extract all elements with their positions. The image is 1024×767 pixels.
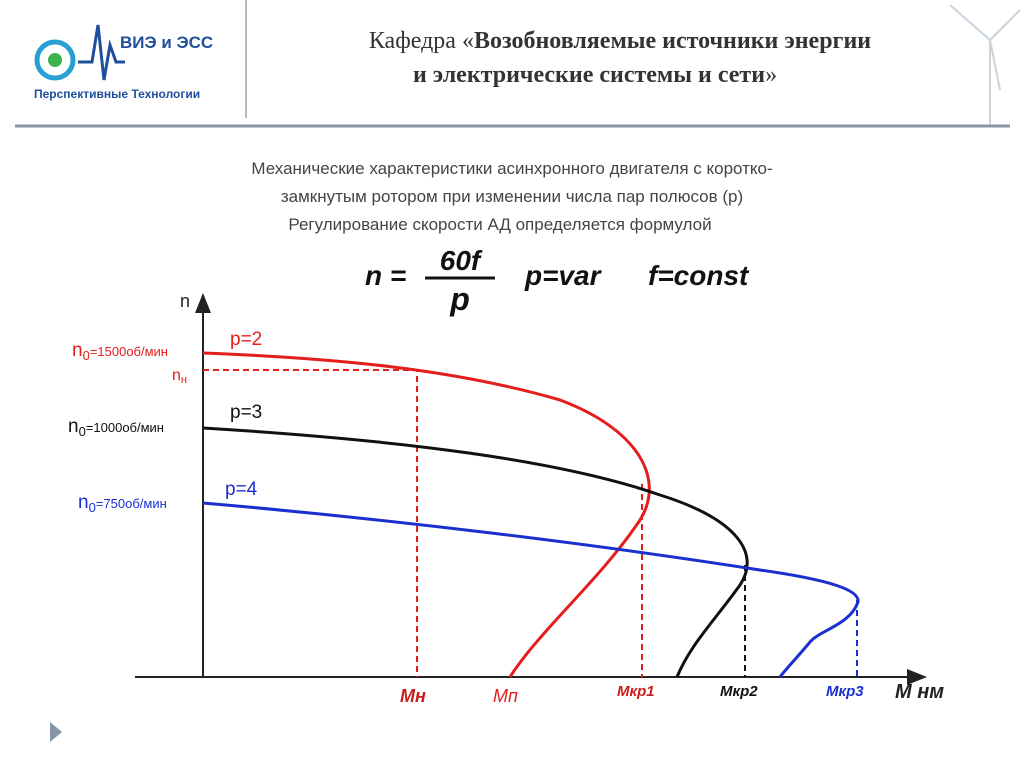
y-label: n0=1500об/мин	[72, 340, 168, 363]
y-labels: n0=1500об/мин nн n0=1000об/мин n0=750об/…	[68, 340, 187, 515]
x-label: Мп	[493, 686, 518, 706]
formula-cond: f=const	[648, 260, 750, 291]
text-part: n	[72, 340, 83, 361]
text-part: =750об/мин	[96, 496, 167, 511]
y-axis-label: n	[180, 291, 190, 311]
header-title-1: Кафедра «Возобновляемые источники энерги…	[369, 28, 871, 54]
curve-label: p=3	[230, 402, 262, 423]
y-label: n0=750об/мин	[78, 492, 167, 515]
logo: ВИЭ и ЭСС Перспективные Технологии	[34, 24, 213, 101]
nav-arrow[interactable]	[50, 722, 62, 742]
turbine	[949, 4, 1021, 125]
y-label: n0=1000об/мин	[68, 416, 164, 439]
title-bold: и электрические системы и сети	[413, 62, 765, 88]
heading: Механические характеристики асинхронного…	[251, 159, 772, 234]
heading-line: Механические характеристики асинхронного…	[251, 159, 772, 178]
x-axis-label: M нм	[895, 681, 944, 703]
header-title-2: и электрические системы и сети»	[413, 62, 777, 88]
title-suffix: »	[765, 62, 777, 88]
text-part: 0	[83, 348, 90, 363]
x-label: Мкр3	[826, 683, 864, 700]
logo-wave	[78, 24, 125, 81]
text-part: n	[78, 492, 89, 513]
text-part: n	[68, 416, 79, 437]
text-part: 0	[89, 500, 96, 515]
x-label: Мкр2	[720, 683, 758, 700]
logo-ring	[34, 39, 76, 81]
formula-lhs: n =	[365, 260, 406, 291]
curve-p2	[202, 351, 651, 678]
heading-line: замкнутым ротором при изменении числа па…	[281, 187, 743, 206]
x-label: Мкр1	[617, 683, 655, 700]
text-part: n	[172, 367, 181, 384]
text-part: н	[181, 374, 187, 386]
logo-subtitle: Перспективные Технологии	[34, 87, 200, 101]
formula-denominator: p	[449, 281, 470, 317]
heading-line: Регулирование скорости АД определяется ф…	[288, 215, 711, 234]
logo-text: ВИЭ и ЭСС	[120, 33, 213, 52]
y-label: nн	[172, 367, 187, 386]
formula-cond: p=var	[524, 260, 603, 291]
text-part: =1500об/мин	[90, 344, 168, 359]
curve-p3	[202, 426, 749, 678]
x-label: Мн	[400, 686, 426, 706]
title-prefix: Кафедра «	[369, 28, 474, 54]
logo-core	[48, 53, 62, 67]
formula: n = 60f p p=var f=const	[365, 245, 750, 317]
text-part: =1000об/мин	[86, 420, 164, 435]
curve-p4	[202, 501, 860, 678]
title-bold: Возобновляемые источники энергии	[474, 28, 871, 54]
formula-numerator: 60f	[440, 245, 483, 276]
curve-label: p=2	[230, 329, 262, 350]
text-part: 0	[79, 424, 86, 439]
x-labels: Мн Мп Мкр1 Мкр2 Мкр3	[400, 683, 864, 706]
curve-label: p=4	[225, 479, 258, 500]
